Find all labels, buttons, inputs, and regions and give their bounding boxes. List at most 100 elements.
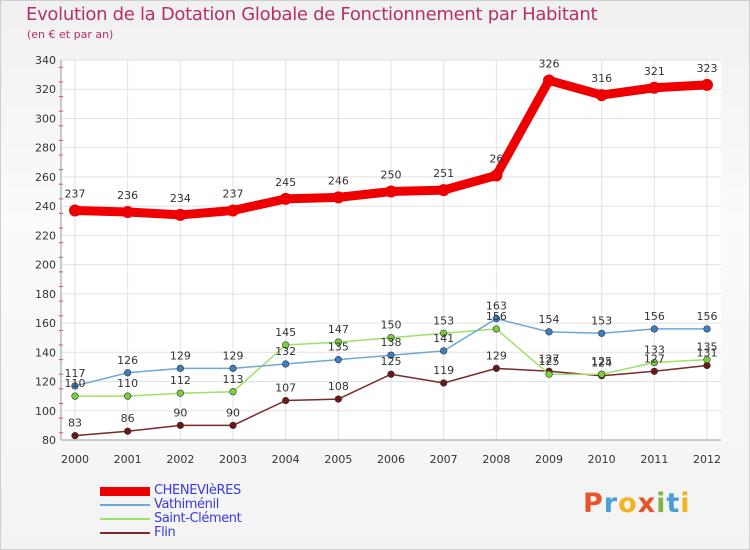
data-label-0: 323 bbox=[697, 62, 718, 75]
data-point-3 bbox=[387, 370, 395, 378]
data-point-0 bbox=[543, 74, 555, 87]
data-point-2 bbox=[387, 334, 395, 342]
data-label-2: 150 bbox=[381, 319, 402, 332]
data-label-3: 127 bbox=[644, 352, 665, 365]
data-label-0: 316 bbox=[591, 72, 612, 85]
y-tick-label: 140 bbox=[35, 346, 56, 359]
data-label-1: 129 bbox=[170, 349, 191, 362]
data-label-2: 153 bbox=[433, 314, 454, 327]
data-label-1: 156 bbox=[697, 310, 718, 323]
legend-label: CHENEVIèRES bbox=[154, 483, 241, 498]
series-group bbox=[69, 74, 713, 440]
data-label-2: 110 bbox=[65, 377, 86, 390]
y-tick-label: 340 bbox=[35, 54, 56, 67]
y-tick-label: 100 bbox=[35, 405, 56, 418]
data-label-1: 154 bbox=[539, 313, 560, 326]
data-point-0 bbox=[490, 169, 503, 182]
data-point-2 bbox=[334, 338, 342, 346]
logo-letter: i bbox=[680, 488, 691, 519]
data-point-2 bbox=[229, 388, 237, 396]
x-tick-label: 2001 bbox=[114, 453, 142, 466]
data-label-2: 113 bbox=[223, 373, 244, 386]
data-point-0 bbox=[121, 206, 134, 218]
data-label-3: 127 bbox=[539, 352, 560, 365]
chart-subtitle: (en € et par an) bbox=[27, 28, 114, 41]
data-label-2: 145 bbox=[275, 326, 296, 339]
data-label-3: 119 bbox=[433, 364, 454, 377]
y-tick-label: 160 bbox=[35, 317, 56, 330]
data-label-0: 321 bbox=[644, 65, 665, 78]
proxiti-logo: Proxiti bbox=[583, 488, 691, 519]
data-label-1: 129 bbox=[223, 349, 244, 362]
data-point-1 bbox=[703, 325, 711, 333]
data-label-1: 141 bbox=[433, 332, 454, 345]
data-point-1 bbox=[124, 369, 132, 377]
data-label-2: 147 bbox=[328, 323, 349, 336]
data-point-3 bbox=[124, 427, 132, 435]
data-label-3: 129 bbox=[486, 349, 507, 362]
logo-letter: P bbox=[583, 488, 604, 519]
data-point-1 bbox=[71, 382, 79, 390]
data-label-1: 156 bbox=[644, 310, 665, 323]
x-tick-label: 2008 bbox=[482, 453, 510, 466]
data-point-0 bbox=[437, 184, 450, 197]
data-point-2 bbox=[492, 325, 500, 333]
y-tick-label: 260 bbox=[35, 171, 56, 184]
data-label-0: 234 bbox=[170, 192, 191, 205]
y-tick-label: 220 bbox=[35, 229, 56, 242]
legend-swatch bbox=[100, 532, 150, 534]
data-point-1 bbox=[176, 364, 184, 372]
data-label-1: 132 bbox=[275, 345, 296, 358]
x-tick-label: 2005 bbox=[324, 453, 352, 466]
data-point-2 bbox=[598, 370, 606, 378]
data-label-2: 135 bbox=[697, 341, 718, 354]
data-label-1: 153 bbox=[591, 314, 612, 327]
data-label-0: 251 bbox=[433, 167, 454, 180]
data-point-3 bbox=[282, 396, 290, 405]
data-point-3 bbox=[334, 395, 342, 403]
data-label-2: 110 bbox=[117, 377, 138, 390]
data-point-3 bbox=[176, 421, 184, 429]
x-tick-label: 2012 bbox=[693, 453, 721, 466]
legend-item: Vathiménil bbox=[100, 498, 320, 512]
data-label-2: 156 bbox=[486, 310, 507, 323]
data-point-3 bbox=[492, 364, 500, 372]
data-label-1: 117 bbox=[65, 367, 86, 380]
data-point-0 bbox=[332, 191, 345, 204]
data-label-2: 125 bbox=[539, 355, 560, 368]
data-label-2: 112 bbox=[170, 374, 191, 387]
legend-swatch bbox=[100, 518, 150, 520]
data-point-0 bbox=[174, 208, 187, 221]
x-tick-label: 2000 bbox=[61, 453, 89, 466]
data-label-0: 237 bbox=[65, 188, 86, 201]
legend-item: CHENEVIèRES bbox=[100, 484, 320, 498]
data-label-3: 124 bbox=[591, 357, 612, 370]
data-point-1 bbox=[282, 360, 290, 368]
chart-title: Evolution de la Dotation Globale de Fonc… bbox=[26, 4, 598, 25]
data-point-2 bbox=[124, 392, 132, 400]
data-point-1 bbox=[229, 364, 237, 372]
data-point-0 bbox=[648, 81, 661, 94]
y-tick-label: 80 bbox=[42, 434, 56, 447]
data-label-0: 246 bbox=[328, 174, 349, 187]
data-label-0: 245 bbox=[275, 176, 296, 189]
legend: CHENEVIèRES Vathiménil Saint-Clément Flin bbox=[100, 484, 320, 540]
data-point-2 bbox=[176, 389, 184, 397]
data-label-1: 126 bbox=[117, 354, 138, 367]
grid bbox=[61, 59, 721, 441]
data-point-1 bbox=[650, 325, 658, 333]
data-point-1 bbox=[545, 328, 553, 336]
data-point-0 bbox=[69, 204, 81, 217]
x-tick-label: 2003 bbox=[219, 453, 247, 466]
data-point-1 bbox=[387, 351, 395, 359]
data-point-3 bbox=[440, 379, 448, 387]
data-point-2 bbox=[703, 356, 711, 364]
data-label-0: 326 bbox=[539, 57, 560, 70]
y-tick-label: 300 bbox=[35, 112, 56, 125]
axes: 80 100 120 140 160 180 200 220 240 260 280 300 320 34… bbox=[35, 54, 721, 466]
data-label-3: 107 bbox=[275, 382, 296, 395]
data-point-0 bbox=[701, 78, 713, 91]
data-label-1: 163 bbox=[486, 300, 507, 313]
x-tick-label: 2009 bbox=[535, 453, 563, 466]
data-label-0: 250 bbox=[381, 169, 402, 182]
